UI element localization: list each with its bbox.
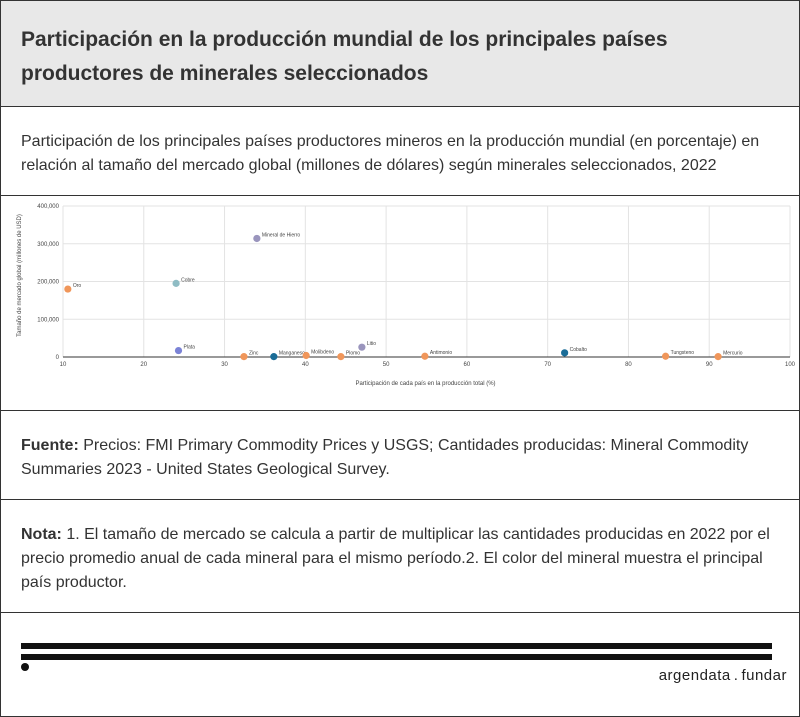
scatter-chart: 0 100,000 200,000 300,000 400,000 10 20 30 40 50… [17,204,796,387]
data-point-label: Oro [73,283,82,289]
data-point [337,353,345,361]
data-point [302,351,310,360]
data-point [421,352,429,360]
x-tick-label: 60 [464,362,471,368]
data-point [561,349,569,357]
data-point-label: Mercurio [723,351,743,357]
x-tick-label: 40 [302,362,309,368]
note-text: 1. El tamaño de mercado se calcula a par… [21,526,770,591]
x-axis-ticks: 10 20 30 40 50 60 70 80 90 100 [60,362,796,368]
x-tick-label: 30 [221,362,228,368]
y-axis-label: Tamaño de mercado global (millones de US… [17,214,23,337]
data-point-label: Molibdeno [311,349,334,355]
data-point [358,343,366,351]
x-tick-label: 90 [706,362,713,368]
y-axis-ticks: 0 100,000 200,000 300,000 400,000 [37,204,59,361]
x-tick-label: 10 [60,362,67,368]
page-title: Participación en la producción mundial d… [21,28,668,85]
source-section: Fuente: Precios: FMI Primary Commodity P… [1,411,799,500]
source-text: Precios: FMI Primary Commodity Prices y … [21,437,749,478]
x-axis-label: Participación de cada país en la producc… [355,381,495,387]
x-tick-label: 20 [140,362,147,368]
data-point [253,234,261,243]
y-tick-label: 100,000 [37,317,59,323]
x-tick-label: 70 [544,362,551,368]
footer-bar-top [21,643,772,649]
x-tick-label: 80 [625,362,632,368]
data-point-label: Litio [367,341,376,347]
data-point-label: Plata [184,345,196,351]
chart-subtitle: Participación de los principales países … [1,107,799,196]
data-point-label: Antimonio [430,350,452,356]
x-tick-label: 100 [785,362,796,368]
data-point [270,353,278,361]
data-point [174,346,183,355]
title-section: Participación en la producción mundial d… [1,1,799,107]
brand-logo: argendata. fundar [659,667,787,684]
data-point [64,285,72,293]
footer: argendata. fundar [1,613,799,715]
data-point-label: Mineral de Hierro [262,232,301,238]
note-label: Nota: [21,526,62,543]
data-point [714,353,722,361]
brand-right: fundar [741,667,787,684]
y-tick-label: 200,000 [37,280,59,286]
footer-dot [21,663,29,671]
x-tick-label: 50 [383,362,390,368]
data-point [240,353,248,361]
data-point [662,352,670,360]
chart-section: 0 100,000 200,000 300,000 400,000 10 20 30 40 50… [1,196,799,411]
note-section: Nota: 1. El tamaño de mercado se calcula… [1,500,799,613]
data-point-label: Cobalto [570,347,587,353]
data-point [172,279,180,287]
data-point-label: Tungsteno [671,350,695,356]
chart-grid [62,205,791,357]
y-tick-label: 0 [56,355,60,361]
data-point-label: Plomo [346,351,360,357]
brand-separator: . [733,667,739,684]
y-tick-label: 400,000 [37,204,59,210]
data-points: Mineral de Hierro Cobre Oro Plata Zinc Mangan… [64,232,743,361]
data-point-label: Zinc [249,351,259,357]
brand-left: argendata [658,667,731,684]
source-label: Fuente: [21,437,79,454]
y-tick-label: 300,000 [37,242,59,248]
data-point-label: Cobre [181,277,195,283]
footer-bar-bottom [21,654,772,660]
data-point-label: Manganeso [279,351,305,357]
